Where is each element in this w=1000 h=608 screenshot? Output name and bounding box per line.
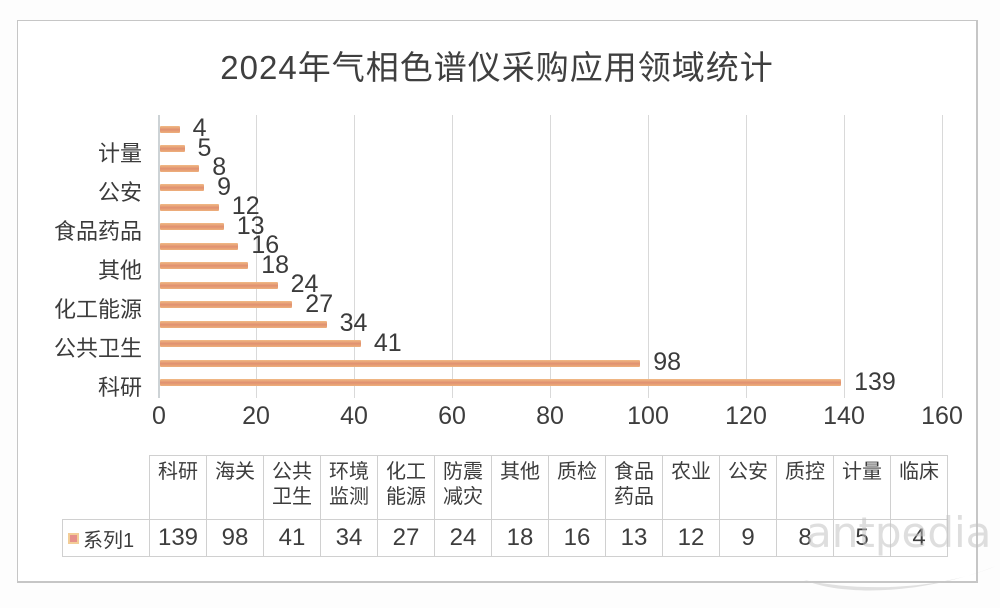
- gridline: [648, 115, 649, 398]
- bar: [160, 281, 278, 289]
- table-column-header: 环境监测: [320, 455, 378, 520]
- x-tick-label: 140: [823, 402, 865, 430]
- x-tick-label: 80: [536, 402, 564, 430]
- table-value-cell: 27: [377, 519, 435, 557]
- bar-value-label: 8: [212, 153, 227, 181]
- table-value-cell: 24: [434, 519, 492, 557]
- bar: [160, 301, 293, 308]
- series-name: 系列1: [83, 529, 135, 552]
- gridline: [942, 115, 943, 398]
- chart-title: 2024年气相色谱仪采购应用领域统计: [220, 49, 774, 86]
- y-category-label: 科研: [97, 374, 142, 400]
- y-category-label: 公安: [97, 179, 142, 205]
- bar-value-label: 34: [339, 309, 368, 337]
- bar-value-label: 18: [261, 250, 289, 279]
- bar-value-label: 24: [290, 270, 319, 298]
- bar: [160, 379, 842, 386]
- table-value-cell: 139: [149, 519, 207, 557]
- table-data-row: 系列1 139 98 41 34 27 24 18 16 13 12 9 8 5 4: [62, 519, 948, 557]
- x-tick-label: 120: [725, 402, 767, 430]
- table-header-row: 科研 海关 公共卫生 环境监测 化工能源 防震减灾 其他 质检 食品药品 农业 公安 质控 计量 临床: [62, 455, 948, 520]
- y-category-label: 化工能源: [53, 296, 142, 322]
- x-tick-label: 20: [242, 402, 270, 430]
- table-value-cell: 5: [833, 519, 891, 557]
- bar: [160, 320, 327, 328]
- bar-value-label: 13: [236, 211, 265, 240]
- table-column-header: 公共卫生: [263, 455, 321, 520]
- gridline: [746, 115, 747, 398]
- bar-value-label: 16: [251, 231, 280, 259]
- bar: [160, 359, 641, 367]
- x-tick-label: 0: [152, 402, 166, 430]
- y-category-label: 其他: [97, 257, 142, 283]
- table-corner-cell: [62, 455, 150, 520]
- bar: [160, 262, 249, 269]
- bar: [160, 164, 200, 172]
- bar: [160, 184, 205, 191]
- table-value-cell: 8: [776, 519, 834, 557]
- bar: [160, 125, 180, 133]
- x-tick-label: 40: [340, 402, 368, 430]
- y-category-label: 公共卫生: [53, 335, 142, 361]
- bar-value-label: 9: [217, 172, 231, 201]
- bar-value-label: 12: [231, 192, 260, 220]
- chart-data-table: 科研 海关 公共卫生 环境监测 化工能源 防震减灾 其他 质检 食品药品 农业 公安 质控 计量 临床系列…: [62, 455, 948, 557]
- table-column-header: 计量: [833, 455, 891, 520]
- x-tick-label: 160: [921, 402, 963, 430]
- gridline: [354, 115, 355, 398]
- plot-area: 0 20 40 60 80 100 120 140 160 4 5 计量 8 9 公安 12 13 食品药品 16 1…: [18, 21, 976, 581]
- table-column-header: 农业: [662, 455, 720, 520]
- table-column-header: 科研: [149, 455, 207, 520]
- table-value-cell: 18: [491, 519, 549, 557]
- category-axis-line: [158, 115, 160, 398]
- table-value-cell: 4: [890, 519, 948, 557]
- gridline: [550, 115, 551, 398]
- bar: [160, 340, 361, 347]
- bar-value-label: 5: [197, 133, 212, 162]
- bar-value-label: 4: [192, 114, 207, 142]
- table-column-header: 防震减灾: [434, 455, 492, 520]
- series-legend-key-icon: [68, 532, 79, 544]
- table-value-cell: 41: [263, 519, 321, 557]
- table-column-header: 其他: [491, 455, 549, 520]
- table-column-header: 食品药品: [605, 455, 663, 520]
- bar-value-label: 139: [854, 367, 896, 396]
- chart-card: 2024年气相色谱仪采购应用领域统计 0 20 40 60 80 100 120 140 160…: [17, 20, 996, 591]
- gridline: [256, 115, 257, 398]
- x-tick-label: 100: [627, 402, 669, 430]
- table-value-cell: 98: [206, 519, 264, 557]
- table-column-header: 公安: [719, 455, 777, 520]
- x-tick-label: 60: [438, 402, 466, 430]
- bar: [160, 223, 224, 230]
- bar-value-label: 41: [373, 328, 402, 357]
- bar: [160, 242, 239, 250]
- table-column-header: 化工能源: [377, 455, 435, 520]
- table-value-cell: 12: [662, 519, 720, 557]
- table-column-header: 临床: [890, 455, 948, 520]
- bar-value-label: 27: [305, 289, 334, 318]
- series-legend-cell: 系列1: [62, 519, 150, 557]
- gridline: [844, 115, 845, 398]
- bar: [160, 145, 185, 152]
- table-column-header: 海关: [206, 455, 264, 520]
- table-value-cell: 9: [719, 519, 777, 557]
- table-column-header: 质检: [548, 455, 606, 520]
- bar-value-label: 98: [653, 348, 681, 376]
- y-category-label: 计量: [97, 140, 142, 166]
- table-column-header: 质控: [776, 455, 834, 520]
- y-category-label: 食品药品: [53, 218, 142, 244]
- gridline: [452, 115, 453, 398]
- table-value-cell: 16: [548, 519, 606, 557]
- bar: [160, 203, 219, 211]
- table-value-cell: 34: [320, 519, 378, 557]
- table-value-cell: 13: [605, 519, 663, 557]
